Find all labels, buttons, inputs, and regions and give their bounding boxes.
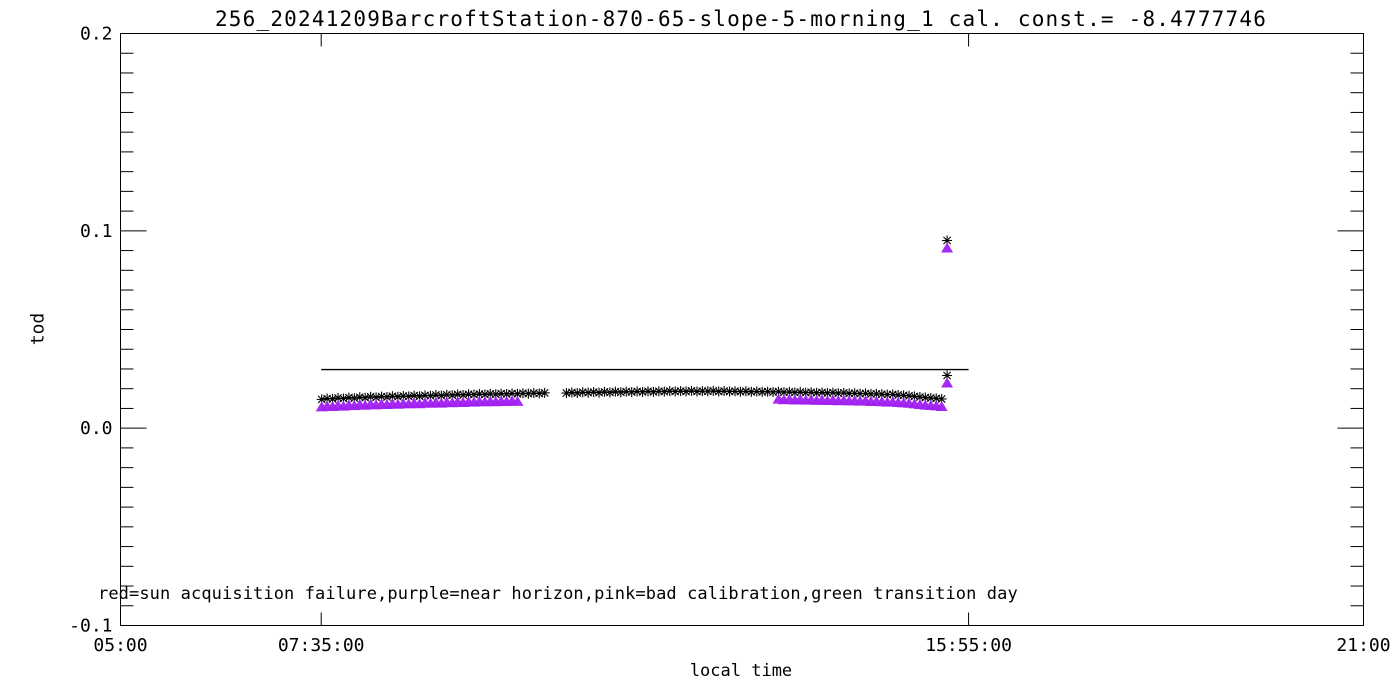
y-axis-label: tod xyxy=(27,312,49,346)
data-point-asterisk xyxy=(648,386,659,397)
y-tick-label: -0.1 xyxy=(69,616,112,637)
near-horizon-triangle xyxy=(941,377,954,388)
data-point-asterisk xyxy=(599,386,610,397)
x-tick-label: 15:55:00 xyxy=(925,635,1012,656)
plot-frame xyxy=(120,33,1364,626)
chart-title: 256_20241209BarcroftStation-870-65-slope… xyxy=(214,7,1268,31)
x-tick-label: 07:35:00 xyxy=(278,635,365,656)
y-tick-label: 0.1 xyxy=(80,221,113,242)
data-point-asterisk xyxy=(708,385,719,396)
data-point-asterisk xyxy=(735,386,746,397)
data-point-asterisk xyxy=(887,389,898,400)
data-point-asterisk xyxy=(681,386,692,397)
data-point-asterisk xyxy=(583,387,594,398)
data-point-asterisk xyxy=(539,387,550,398)
data-point-asterisk xyxy=(566,387,577,398)
near-horizon-triangle xyxy=(941,242,954,253)
x-tick-label: 21:00 xyxy=(1336,635,1390,656)
data-point-asterisk xyxy=(686,385,697,396)
x-tick-label: 05:00 xyxy=(93,635,147,656)
x-axis-label: local time xyxy=(689,661,793,681)
near-horizon-triangle xyxy=(511,395,524,406)
data-point-asterisk xyxy=(615,387,626,398)
y-tick-label: 0.0 xyxy=(80,418,113,439)
data-point-asterisk xyxy=(561,388,572,399)
data-point-asterisk xyxy=(523,388,534,399)
y-tick-label: 0.2 xyxy=(80,24,113,45)
data-point-asterisk xyxy=(610,386,621,397)
near-horizon-triangle xyxy=(935,400,948,411)
data-point-asterisk xyxy=(637,386,648,397)
data-point-asterisk xyxy=(740,386,751,397)
flag-legend-note: red=sun acquisition failure,purple=near … xyxy=(98,584,1018,604)
data-point-asterisk xyxy=(588,387,599,398)
data-point-asterisk xyxy=(642,386,653,397)
data-point-asterisk xyxy=(876,389,887,400)
data-point-asterisk xyxy=(659,386,670,397)
data-point-asterisk xyxy=(626,387,637,398)
data-point-asterisk xyxy=(528,388,539,399)
data-point-asterisk xyxy=(534,388,545,399)
